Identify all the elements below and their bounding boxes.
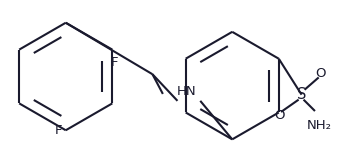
Text: F: F	[111, 56, 118, 69]
Text: F: F	[54, 124, 62, 137]
Text: O: O	[274, 109, 284, 122]
Text: O: O	[315, 67, 326, 80]
Text: NH₂: NH₂	[307, 119, 331, 132]
Text: HN: HN	[177, 85, 196, 98]
Text: S: S	[297, 87, 306, 102]
